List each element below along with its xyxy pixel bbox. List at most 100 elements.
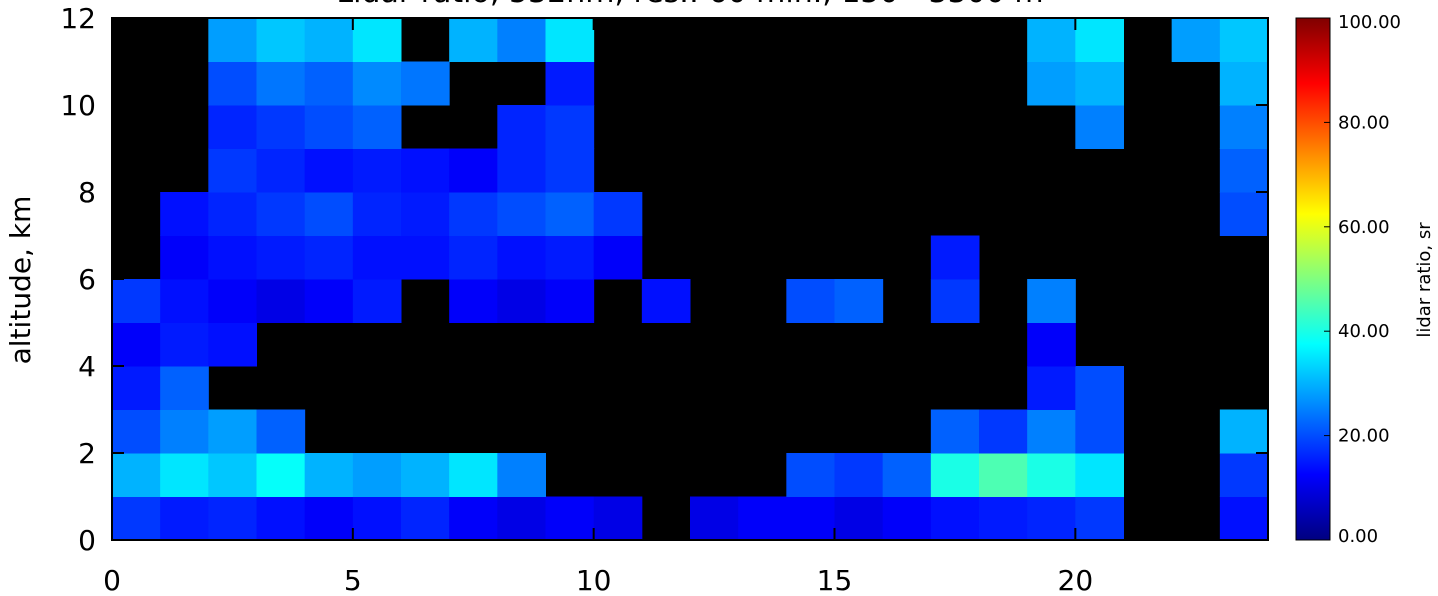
heatmap-cell (497, 453, 546, 497)
x-tick-label: 10 (576, 564, 612, 596)
heatmap-cell (545, 279, 595, 323)
heatmap-cell (1027, 409, 1076, 454)
heatmap-cell (160, 453, 209, 497)
heatmap-cell (1219, 409, 1269, 454)
heatmap-cell (1075, 18, 1124, 62)
heatmap-cell (1219, 496, 1269, 541)
heatmap-cell (593, 496, 643, 541)
heatmap-cell (304, 235, 354, 280)
heatmap-cell (304, 496, 354, 541)
heatmap-cell (497, 279, 546, 323)
heatmap-cell (208, 453, 257, 497)
x-tick-label: 5 (344, 564, 362, 596)
heatmap-cell (256, 453, 306, 497)
heatmap-cell (352, 61, 402, 106)
heatmap-cell (497, 148, 546, 193)
heatmap-cell (545, 148, 595, 193)
heatmap-cell (1075, 366, 1124, 410)
y-tick-label: 4 (78, 350, 96, 383)
heatmap-cell (352, 496, 402, 541)
heatmap-cell (352, 453, 402, 497)
heatmap-cell (545, 18, 595, 62)
heatmap-cell (979, 453, 1028, 497)
heatmap-cell (1219, 148, 1269, 193)
y-tick-label: 2 (78, 437, 96, 470)
y-tick-label: 6 (78, 263, 96, 296)
heatmap-cell (208, 235, 257, 280)
heatmap-cell (112, 279, 161, 323)
heatmap-cell (160, 409, 209, 454)
heatmap-cell (1075, 453, 1124, 497)
heatmap-cell (208, 192, 257, 236)
colorbar-tick-label: 80.00 (1338, 112, 1390, 133)
heatmap-cell (449, 235, 498, 280)
y-axis-label: altitude, km (4, 196, 37, 365)
heatmap-cell (930, 235, 980, 280)
heatmap-cell (786, 496, 835, 541)
heatmap-cell (449, 496, 498, 541)
heatmap-cell (256, 235, 306, 280)
colorbar (1295, 17, 1331, 541)
heatmap-cell (545, 192, 595, 236)
heatmap-cell (208, 322, 257, 367)
heatmap-cell (160, 366, 209, 410)
heatmap-cell (1219, 18, 1269, 62)
x-tick-label: 0 (103, 564, 121, 596)
heatmap-cell (738, 496, 787, 541)
heatmap-cell (208, 409, 257, 454)
heatmap-cell (545, 235, 595, 280)
colorbar-tick-label: 100.00 (1338, 12, 1401, 33)
heatmap-cell (112, 366, 161, 410)
heatmap-cell (497, 235, 546, 280)
heatmap-cell (256, 18, 306, 62)
heatmap-cell (1075, 496, 1124, 541)
heatmap-cell (1219, 192, 1269, 236)
y-tick-label: 8 (78, 176, 96, 209)
heatmap-cell (352, 105, 402, 149)
heatmap-cell (1219, 61, 1269, 106)
heatmap-cell (208, 148, 257, 193)
heatmap-cell (256, 279, 306, 323)
heatmap-cell (449, 453, 498, 497)
heatmap-cell (449, 18, 498, 62)
heatmap-cell (1219, 453, 1269, 497)
heatmap-cell (882, 496, 932, 541)
heatmap-cell (1027, 453, 1076, 497)
heatmap-cell (208, 496, 257, 541)
heatmap-cell (593, 192, 643, 236)
heatmap-cell (304, 453, 354, 497)
heatmap-cell (352, 192, 402, 236)
y-tick-label: 0 (78, 524, 96, 557)
heatmap-cell (979, 409, 1028, 454)
heatmap-cell (160, 279, 209, 323)
heatmap-cell (401, 235, 450, 280)
heatmap-cell (352, 235, 402, 280)
heatmap-cell (256, 496, 306, 541)
heatmap-cell (834, 453, 884, 497)
heatmap-cell (304, 105, 354, 149)
colorbar-tick-label: 20.00 (1338, 426, 1390, 447)
heatmap-cell (497, 496, 546, 541)
heatmap-cell (352, 148, 402, 193)
heatmap-cell (545, 496, 595, 541)
heatmap-cell (160, 192, 209, 236)
colorbar-tick-label: 40.00 (1338, 321, 1390, 342)
heatmap-cell (545, 61, 595, 106)
heatmap-cell (208, 61, 257, 106)
heatmap-cell (497, 192, 546, 236)
heatmap-cell (1075, 409, 1124, 454)
heatmap-cell (401, 61, 450, 106)
y-tick-label: 12 (60, 2, 96, 35)
heatmap-cell (304, 61, 354, 106)
heatmap-cell (401, 496, 450, 541)
heatmap-cell (1171, 18, 1221, 62)
heatmap-cell (979, 496, 1028, 541)
colorbar-tick-label: 0.00 (1338, 526, 1378, 547)
heatmap-cell (208, 279, 257, 323)
heatmap-cell (930, 409, 980, 454)
heatmap-cell (834, 496, 884, 541)
heatmap-cell (112, 322, 161, 367)
heatmap-cell (1219, 105, 1269, 149)
heatmap-cell (930, 496, 980, 541)
